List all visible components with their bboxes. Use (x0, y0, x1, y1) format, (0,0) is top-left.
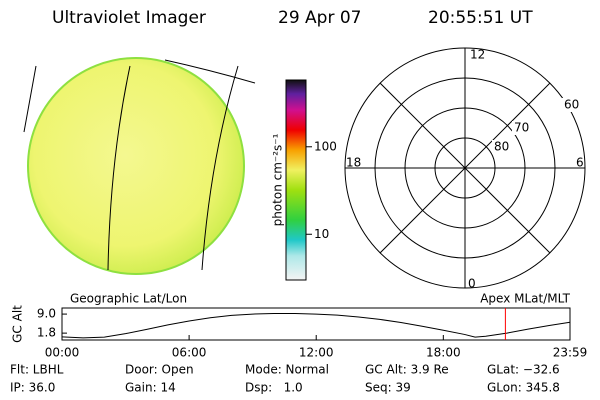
status-field: Gain: 14 (125, 381, 176, 395)
lat-label: 60 (564, 98, 579, 112)
hour-label: 6 (576, 156, 584, 170)
y-label: GC Alt (11, 305, 25, 343)
status-field: GLon: 345.8 (487, 381, 560, 395)
hour-label: 12 (470, 48, 485, 62)
time: 20:55:51 UT (428, 8, 533, 28)
y-tick-label: 9.0 (37, 307, 56, 321)
colorbar-tick-label: 10 (314, 227, 329, 241)
status-field: Mode: Normal (245, 363, 329, 377)
x-tick-label: 23:59 (553, 346, 588, 360)
status-field: Dsp: 1.0 (245, 381, 303, 395)
x-tick-label: 00:00 (45, 346, 80, 360)
status-field: Seq: 39 (365, 381, 411, 395)
title: Ultraviolet Imager (52, 8, 206, 28)
hour-label: 18 (346, 156, 361, 170)
plot-title-right: Apex MLat/MLT (480, 292, 570, 306)
x-tick-label: 18:00 (426, 346, 461, 360)
status-field: GLat: −32.6 (487, 363, 560, 377)
date: 29 Apr 07 (278, 8, 361, 28)
lat-label: 80 (494, 140, 509, 154)
status-field: IP: 36.0 (10, 381, 55, 395)
lat-label: 70 (514, 121, 529, 135)
plot-title-left: Geographic Lat/Lon (70, 292, 187, 306)
y-tick-label: 1.8 (37, 326, 56, 340)
hour-label: 0 (468, 277, 476, 291)
colorbar-tick-label: 100 (314, 139, 337, 153)
status-field: Flt: LBHL (10, 363, 64, 377)
earth-image (23, 57, 256, 275)
polar-plot (344, 47, 586, 289)
status-field: Door: Open (125, 363, 194, 377)
x-tick-label: 06:00 (172, 346, 207, 360)
x-tick-label: 12:00 (299, 346, 334, 360)
colorbar (285, 79, 307, 281)
status-field: GC Alt: 3.9 Re (365, 363, 449, 377)
colorbar-label: photon cm⁻²s⁻¹ (271, 133, 285, 226)
altitude-line (61, 313, 571, 339)
